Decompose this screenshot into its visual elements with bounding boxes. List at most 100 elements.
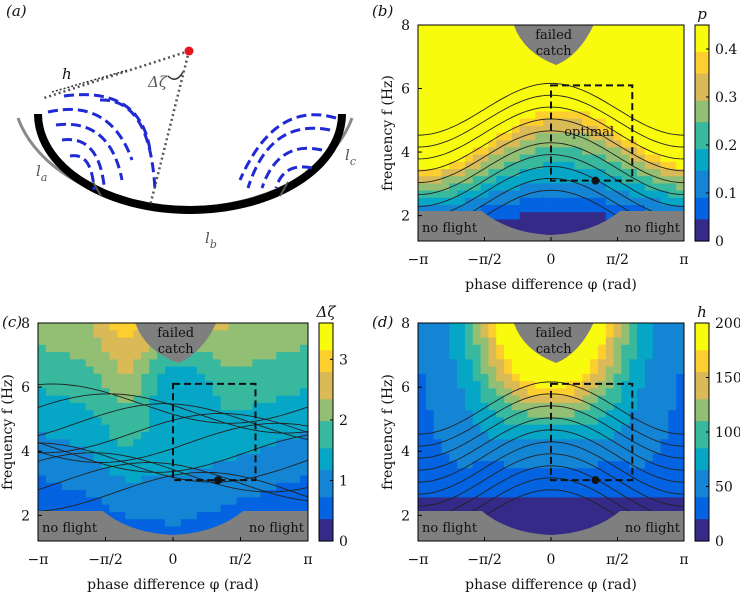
heatmap-cell <box>441 402 450 411</box>
heatmap-cell <box>511 39 521 48</box>
heatmap-cell <box>141 504 150 513</box>
heatmap-cell <box>149 446 158 455</box>
heatmap-cell <box>558 147 568 156</box>
heatmap-cell <box>449 118 458 127</box>
heatmap-cell <box>300 504 308 513</box>
heatmap-cell <box>173 497 182 506</box>
heatmap-cell <box>212 410 222 419</box>
heatmap-cell <box>660 337 669 346</box>
heatmap-cell <box>276 504 285 513</box>
heatmap-cell <box>535 366 544 375</box>
heatmap-cell <box>425 381 435 389</box>
heatmap-cell <box>149 388 158 397</box>
heatmap-cell <box>613 140 623 148</box>
heatmap-cell <box>605 373 615 382</box>
heatmap-cell <box>109 424 119 433</box>
heatmap-cell <box>93 381 103 389</box>
heatmap-cell <box>605 169 615 177</box>
heatmap-cell <box>109 432 119 440</box>
heatmap-cell <box>535 212 544 220</box>
heatmap-cell <box>543 219 552 228</box>
heatmap-cell <box>141 453 150 462</box>
heatmap-cell <box>125 344 134 353</box>
heatmap-cell <box>543 161 552 170</box>
heatmap-cell <box>660 402 669 411</box>
heatmap-cell <box>236 504 246 513</box>
heatmap-cell <box>165 511 174 520</box>
heatmap-cell <box>212 352 222 360</box>
heatmap-cell <box>668 461 677 469</box>
heatmap-cell <box>69 373 79 382</box>
heatmap-cell <box>464 388 474 397</box>
heatmap-cell <box>125 352 134 360</box>
heatmap-cell <box>621 133 630 141</box>
heatmap-cell <box>418 89 427 98</box>
heatmap-cell <box>268 388 277 397</box>
y-tick-label: 6 <box>21 380 30 396</box>
heatmap-cell <box>244 446 254 455</box>
heatmap-cell <box>61 490 71 498</box>
heatmap-cell <box>582 46 591 55</box>
colorbar-segment <box>319 530 333 537</box>
heatmap-cell <box>196 410 206 419</box>
heatmap-cell <box>519 439 529 448</box>
heatmap-cell <box>93 453 103 462</box>
heatmap-cell <box>109 388 119 397</box>
heatmap-cell <box>45 366 55 375</box>
heatmap-cell <box>101 453 111 462</box>
heatmap-cell <box>433 111 443 120</box>
heatmap-cell <box>149 497 158 506</box>
colorbar-segment <box>319 404 333 411</box>
heatmap-cell <box>535 111 544 120</box>
heatmap-cell <box>125 424 134 433</box>
heatmap-cell <box>101 482 111 491</box>
heatmap-cell <box>535 424 544 433</box>
heatmap-cell <box>574 169 583 177</box>
heatmap-cell <box>196 432 206 440</box>
heatmap-cell <box>613 446 623 455</box>
heatmap-cell <box>212 388 222 397</box>
contour-line <box>38 403 308 440</box>
heatmap-cell <box>441 446 450 455</box>
heatmap-cell <box>425 432 435 440</box>
heatmap-cell <box>441 323 450 331</box>
heatmap-cell <box>676 417 684 426</box>
heatmap-cell <box>637 410 646 419</box>
heatmap-cell <box>480 125 490 134</box>
heatmap-cell <box>668 125 677 134</box>
heatmap-cell <box>418 32 427 40</box>
heatmap-cell <box>188 453 198 462</box>
heatmap-cell <box>644 25 654 33</box>
heatmap-cell <box>425 490 435 498</box>
heatmap-cell <box>173 395 182 404</box>
heatmap-cell <box>165 439 174 448</box>
heatmap-cell <box>543 446 552 455</box>
heatmap-cell <box>488 147 497 156</box>
heatmap-cell <box>173 388 182 397</box>
failed-catch-label: failed <box>535 28 572 43</box>
heatmap-cell <box>652 154 662 163</box>
heatmap-cell <box>457 197 466 206</box>
heatmap-cell <box>652 140 662 148</box>
heatmap-cell <box>535 190 544 199</box>
heatmap-cell <box>543 226 552 235</box>
heatmap-cell <box>504 25 513 33</box>
heatmap-cell <box>449 482 458 491</box>
heatmap-cell <box>220 468 230 477</box>
heatmap-cell <box>292 366 301 375</box>
heatmap-cell <box>621 111 630 120</box>
heatmap-cell <box>551 154 560 163</box>
heatmap-cell <box>558 482 568 491</box>
heatmap-cell <box>165 424 174 433</box>
heatmap-cell <box>668 97 677 105</box>
heatmap-cell <box>652 366 662 375</box>
heatmap-cell <box>133 359 142 368</box>
heatmap-cell <box>644 344 654 353</box>
heatmap-cell <box>45 344 55 353</box>
heatmap-cell <box>597 111 607 120</box>
heatmap-cell <box>597 475 607 484</box>
heatmap-cell <box>652 373 662 382</box>
x-tick-label: π/2 <box>606 252 629 268</box>
colorbar-segment <box>695 486 709 493</box>
heatmap-cell <box>621 97 630 105</box>
